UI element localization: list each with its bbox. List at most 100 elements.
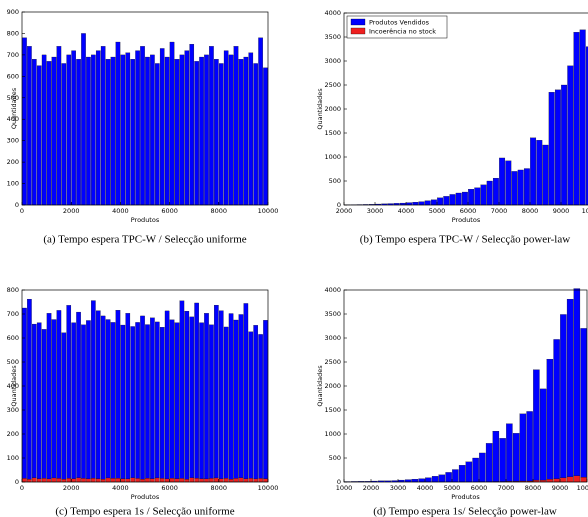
bar xyxy=(253,63,258,206)
bar xyxy=(110,478,116,483)
bar xyxy=(438,474,446,483)
bar xyxy=(125,313,131,480)
y-tick-label: 700 xyxy=(7,310,19,318)
bar xyxy=(233,319,239,479)
bar xyxy=(585,46,588,206)
x-tick-label: 8000 xyxy=(522,207,539,215)
bar xyxy=(485,443,493,482)
y-tick-label: 300 xyxy=(7,137,19,145)
bar xyxy=(66,305,72,479)
y-tick-label: 1000 xyxy=(324,153,341,161)
y-tick-label: 800 xyxy=(7,286,19,294)
y-tick-label: 0 xyxy=(337,201,341,209)
bar xyxy=(472,457,479,483)
bar xyxy=(86,320,91,480)
bar xyxy=(36,322,42,479)
bar xyxy=(533,369,540,481)
bar xyxy=(238,59,244,206)
y-tick-label: 1000 xyxy=(324,430,341,438)
bar xyxy=(445,472,452,483)
bar xyxy=(120,478,126,483)
bar xyxy=(486,180,493,206)
bar xyxy=(238,314,244,478)
bar xyxy=(465,461,473,483)
bar xyxy=(110,322,116,479)
y-tick-label: 3500 xyxy=(324,33,341,41)
bar xyxy=(480,184,487,206)
bar xyxy=(566,476,574,483)
y-tick-label: 100 xyxy=(7,180,19,188)
legend-swatch xyxy=(350,27,366,35)
x-tick-label: 8000 xyxy=(525,484,542,492)
bar xyxy=(238,477,244,483)
bar xyxy=(455,192,462,206)
y-tick-label: 3000 xyxy=(324,57,341,65)
y-tick-label: 600 xyxy=(7,334,19,342)
bar xyxy=(169,319,175,479)
bar xyxy=(46,313,52,480)
bar xyxy=(115,41,121,206)
bar xyxy=(580,477,587,483)
x-tick-label: 7000 xyxy=(491,207,508,215)
x-tick-label: 8000 xyxy=(211,207,228,215)
bar xyxy=(130,59,135,206)
bar xyxy=(218,310,224,479)
bar xyxy=(115,310,121,479)
bar xyxy=(145,324,150,479)
bar xyxy=(46,478,52,483)
bar xyxy=(184,478,190,483)
bar xyxy=(56,478,62,483)
bar xyxy=(56,310,62,479)
x-tick-label: 4000 xyxy=(112,484,129,492)
bar xyxy=(95,50,101,206)
x-tick-label: 3000 xyxy=(367,207,384,215)
x-axis-label: Produtos xyxy=(131,216,160,224)
x-tick-label: 6000 xyxy=(161,484,178,492)
bar xyxy=(253,325,258,480)
bar xyxy=(424,200,431,206)
y-tick-label: 200 xyxy=(7,430,19,438)
bar xyxy=(169,41,175,206)
bar xyxy=(214,59,219,206)
bar xyxy=(218,478,224,483)
bar xyxy=(135,50,140,206)
bar xyxy=(233,46,239,206)
bar xyxy=(125,52,131,206)
bar xyxy=(506,423,513,482)
bar xyxy=(243,56,249,206)
bar xyxy=(539,388,547,481)
bar xyxy=(155,321,160,479)
bar xyxy=(546,478,554,483)
y-tick-label: 600 xyxy=(7,72,19,80)
bar xyxy=(159,48,165,206)
bar xyxy=(474,187,481,206)
bar xyxy=(263,478,268,483)
bar xyxy=(81,324,86,479)
x-tick-label: 9000 xyxy=(552,484,569,492)
x-tick-label: 4000 xyxy=(398,207,415,215)
bar xyxy=(86,478,91,483)
bar xyxy=(179,54,185,206)
x-tick-label: 4000 xyxy=(112,207,129,215)
bar xyxy=(204,54,209,206)
bar xyxy=(95,478,101,483)
bar xyxy=(76,477,81,483)
y-tick-label: 200 xyxy=(7,158,19,166)
bar xyxy=(505,160,512,206)
x-axis-label: Produtos xyxy=(451,493,480,501)
bar xyxy=(243,478,249,483)
bar xyxy=(579,29,586,206)
bar xyxy=(189,477,195,483)
bar xyxy=(150,54,155,206)
x-tick-label: 8000 xyxy=(211,484,228,492)
bar xyxy=(567,65,574,206)
bar xyxy=(425,477,432,483)
legend-swatch xyxy=(350,18,366,26)
bar xyxy=(536,140,543,206)
bar xyxy=(120,324,126,479)
bar xyxy=(189,44,195,206)
bar xyxy=(120,54,126,206)
bar xyxy=(36,478,42,483)
x-tick-label: 0 xyxy=(20,484,24,492)
